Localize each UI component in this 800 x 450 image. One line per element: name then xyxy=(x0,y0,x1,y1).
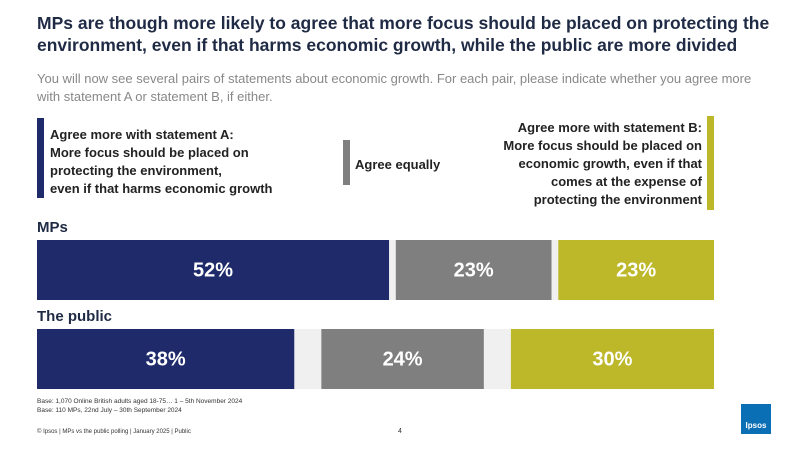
legend-label: Agree equally xyxy=(355,157,441,172)
bar xyxy=(37,329,295,389)
value-label: 23% xyxy=(454,259,494,281)
legend-swatch xyxy=(343,140,350,185)
legend-label: Agree more with statement A: More focus … xyxy=(50,127,273,196)
bar xyxy=(558,240,714,300)
value-label: 23% xyxy=(616,259,656,281)
base-note: Base: 1,070 Online British adults aged 1… xyxy=(37,398,243,405)
footer: © Ipsos | MPs vs the public polling | Ja… xyxy=(37,429,191,435)
subtitle: You will now see several pairs of statem… xyxy=(37,71,752,104)
value-label: 38% xyxy=(146,348,186,370)
legend-swatch xyxy=(37,118,44,198)
bar xyxy=(321,329,484,389)
title: MPs are though more likely to agree that… xyxy=(37,13,770,55)
bar xyxy=(510,329,714,389)
legend-label: Agree more with statement B: More focus … xyxy=(503,120,702,207)
value-label: 24% xyxy=(383,348,423,370)
row-label: The public xyxy=(37,308,112,325)
bar xyxy=(37,240,390,300)
base-note: Base: 110 MPs, 22nd July – 30th Septembe… xyxy=(37,407,182,414)
bar xyxy=(395,240,552,300)
value-label: 30% xyxy=(592,348,632,370)
logo: Ipsos xyxy=(741,404,771,434)
legend-swatch xyxy=(707,116,714,210)
value-label: 52% xyxy=(193,259,233,281)
row-label: MPs xyxy=(37,219,68,236)
page-number: 4 xyxy=(398,428,402,435)
